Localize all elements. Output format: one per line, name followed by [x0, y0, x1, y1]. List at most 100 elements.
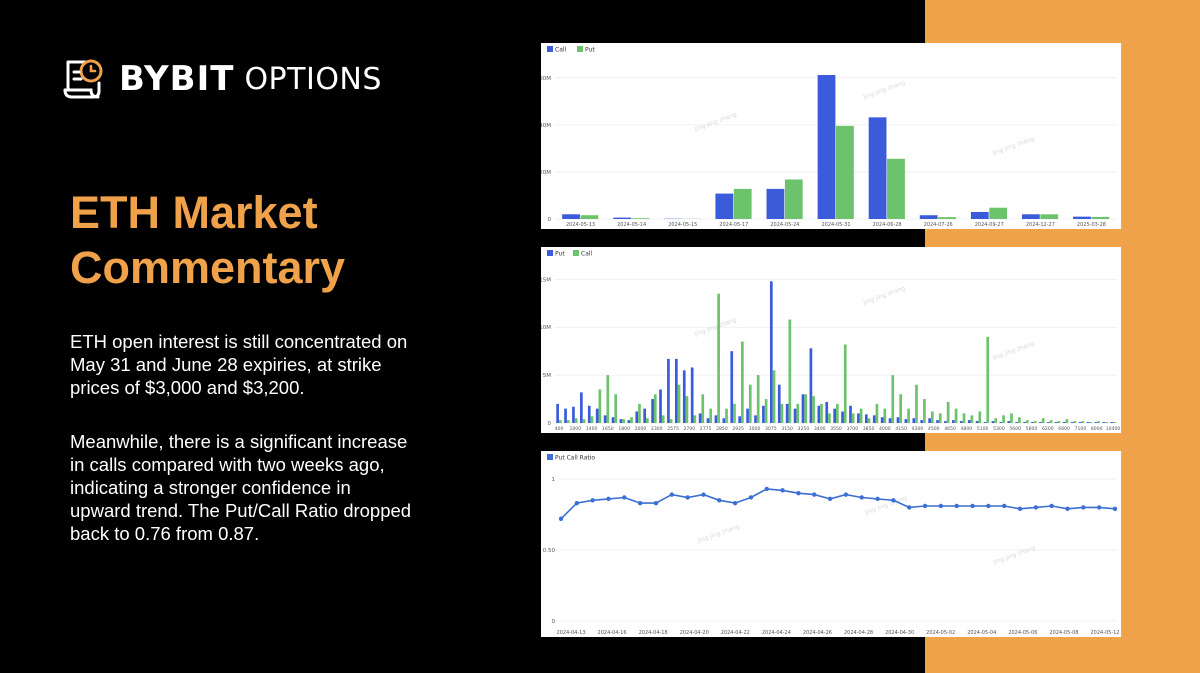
bar-call [820, 403, 823, 423]
bar-call [558, 420, 562, 423]
x-tick-label: 4000 [879, 426, 891, 432]
put-call-ratio-svg: Put Call Ratio 0 0.50 1 Jing jing zhang Jing … [543, 454, 1120, 636]
x-tick-label: 2024-04-16 [598, 630, 627, 636]
watermark: Jing jing zhang [991, 135, 1036, 157]
data-point [891, 498, 896, 503]
bar-put [674, 358, 678, 423]
bar-put [643, 408, 647, 423]
x-tick-label: 2700 [684, 426, 696, 432]
bar-put [896, 417, 900, 423]
y-tick-label: 0 [548, 217, 552, 223]
bar-put [733, 188, 752, 219]
data-point [717, 498, 722, 503]
x-tick-label: 5300 [993, 426, 1005, 432]
bar-call [970, 211, 989, 219]
x-tick-label: 3700 [846, 426, 858, 432]
x-tick-label: 2024-04-28 [844, 630, 873, 636]
legend-label: Put [555, 251, 565, 258]
bar-put [967, 420, 971, 423]
data-point [875, 496, 880, 502]
bar-put [841, 411, 844, 423]
bar-put [762, 405, 765, 423]
bar-call [598, 389, 602, 423]
data-point [827, 496, 833, 502]
bar-call [630, 417, 633, 423]
bar-put [817, 405, 821, 423]
bar-call [812, 396, 815, 423]
x-tick-label: 1650 [602, 426, 614, 432]
bar-put [801, 394, 805, 423]
bar-call [867, 418, 871, 423]
bar-put [706, 418, 710, 423]
x-tick-label: 2024-07-26 [924, 222, 953, 228]
x-tick-label: 2024-05-08 [1049, 630, 1078, 636]
bar-call [661, 415, 665, 423]
bar-call [562, 214, 580, 219]
data-point [1065, 506, 1070, 512]
bar-put [938, 217, 956, 219]
legend-label: Call [581, 251, 593, 258]
x-tick-label: 5800 [1026, 426, 1038, 432]
bar-put [1062, 422, 1066, 423]
x-tick-label: 2024-04-26 [803, 630, 832, 636]
legend-label: Put Call Ratio [555, 455, 595, 462]
data-point [907, 505, 912, 510]
data-point [1033, 505, 1039, 510]
bar-put [1054, 422, 1058, 423]
bar-call [1113, 422, 1116, 423]
legend-swatch [573, 250, 579, 256]
data-point [1112, 506, 1118, 512]
bar-call [883, 408, 887, 423]
x-tick-label: 3550 [830, 426, 842, 432]
brand-name: BYBIT [119, 59, 235, 99]
data-point [922, 503, 928, 509]
x-tick-label: 2024-05-14 [617, 222, 646, 228]
brand-suffix: OPTIONS [244, 61, 382, 97]
y-tick-label: 15M [541, 277, 551, 283]
bar-put [989, 207, 1008, 219]
bar-call [923, 399, 926, 423]
bar-call [717, 293, 720, 423]
bar-put [836, 125, 854, 219]
bar-put [730, 351, 734, 423]
x-tick-label: 2775 [700, 426, 712, 432]
bar-call [1065, 419, 1069, 423]
bar-put [944, 421, 947, 423]
y-tick-label: 1 [552, 477, 556, 483]
bar-call [1033, 421, 1037, 423]
bar-put [690, 367, 694, 423]
bar-call [685, 396, 689, 423]
bar-call [836, 403, 839, 423]
bar-call [1073, 421, 1077, 423]
x-tick-label: 4500 [928, 426, 940, 432]
strike-open-interest-chart: Put Call 0 5M 10M 15M Jing jing zhang Jing jing… [541, 247, 1121, 433]
bar-put [1091, 216, 1110, 219]
bar-put [1023, 422, 1026, 423]
data-point [590, 498, 595, 503]
bar-call [970, 415, 974, 423]
bar-call [715, 193, 734, 219]
y-tick-label: 0 [548, 421, 552, 427]
bar-call [1041, 418, 1045, 423]
data-point [1096, 505, 1102, 510]
x-tick-label: 2024-05-17 [719, 222, 748, 228]
watermark: Jing jing zhang [991, 340, 1036, 362]
x-tick-label: 3850 [863, 426, 875, 432]
bar-put [611, 417, 615, 423]
x-tick-label: 8000 [1091, 426, 1103, 432]
bar-put [635, 411, 639, 423]
bar-call [875, 403, 879, 423]
bar-call [851, 413, 855, 423]
bar-put [999, 422, 1003, 423]
data-point [653, 500, 659, 506]
bar-put [1086, 422, 1090, 423]
bar-call [574, 418, 578, 423]
y-tick-label: 0 [552, 619, 556, 625]
data-point [669, 492, 674, 497]
page-title: ETH Market Commentary [70, 187, 346, 293]
bar-call [954, 408, 958, 423]
bar-call [1097, 421, 1100, 423]
bar-call [590, 416, 594, 423]
expiry-open-interest-svg: Call Put 0 20M 40M 60M Jing jing zhang Jing jin… [541, 46, 1117, 228]
bar-call [994, 418, 998, 423]
